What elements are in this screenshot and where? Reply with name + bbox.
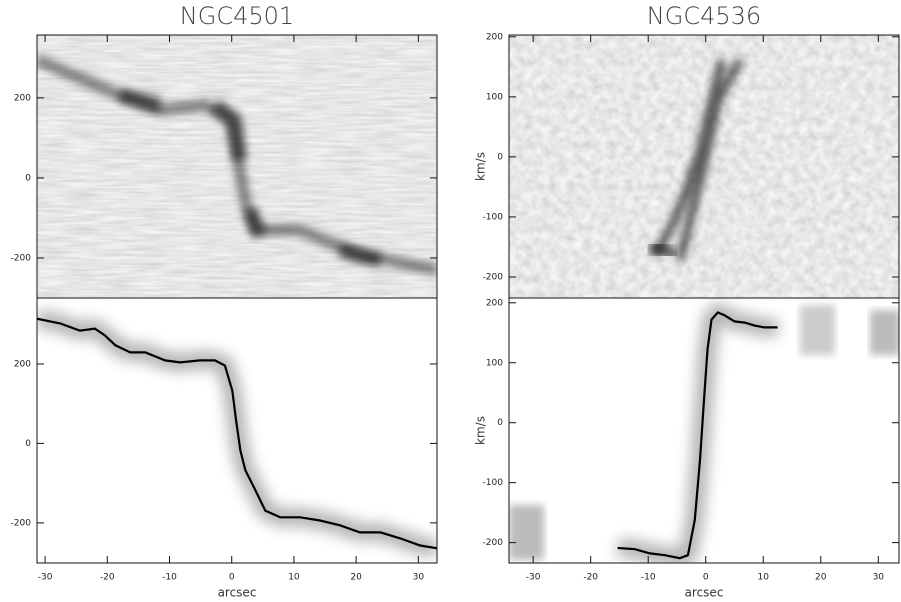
x-tick-label: 0	[703, 573, 709, 583]
x-tick-label: 10	[758, 573, 770, 583]
x-tick-label: -20	[100, 573, 115, 583]
rotation-curve	[37, 317, 437, 550]
y-tick-label: -200	[483, 272, 504, 282]
y-tick-label: 200	[486, 32, 503, 42]
plot-area	[37, 309, 437, 558]
y-tick-label: 0	[25, 173, 31, 183]
x-axis-label: arcsec	[685, 586, 724, 600]
y-tick-label: -100	[483, 478, 504, 488]
emission-shade	[617, 301, 778, 563]
x-axis-label: arcsec	[218, 586, 257, 600]
pv-image	[37, 35, 437, 298]
y-tick-label: 200	[14, 359, 31, 369]
y-tick-label: -100	[483, 212, 504, 222]
x-tick-label: -10	[162, 573, 177, 583]
plot-area	[617, 301, 778, 563]
y-tick-label: -200	[11, 518, 32, 528]
panel-title: NGC4501	[180, 2, 294, 30]
y-tick-label: 200	[14, 93, 31, 103]
panel-title: NGC4536	[647, 2, 761, 30]
x-tick-label: -20	[583, 573, 598, 583]
frame	[508, 297, 900, 564]
x-tick-label: -30	[38, 573, 53, 583]
y-tick-label: 200	[486, 298, 503, 308]
y-axis-label: km/s	[474, 416, 488, 445]
y-tick-label: 100	[486, 358, 503, 368]
x-tick-label: 20	[815, 573, 827, 583]
x-tick-label: -30	[526, 573, 541, 583]
y-tick-label: 0	[497, 152, 503, 162]
y-tick-label: -200	[483, 538, 504, 548]
x-tick-label: 20	[350, 573, 362, 583]
x-tick-label: 30	[413, 573, 425, 583]
y-tick-label: 0	[497, 418, 503, 428]
x-tick-label: 30	[873, 573, 885, 583]
pv-image	[509, 35, 899, 298]
y-axis-label: km/s	[474, 152, 488, 181]
x-tick-label: 10	[288, 573, 300, 583]
y-tick-label: 0	[25, 439, 31, 449]
ghost	[509, 305, 899, 560]
y-tick-label: 100	[486, 92, 503, 102]
rotation-curve	[617, 311, 778, 560]
x-tick-label: 0	[229, 573, 235, 583]
y-tick-label: -200	[11, 253, 32, 263]
x-tick-label: -10	[641, 573, 656, 583]
frame	[36, 297, 438, 564]
